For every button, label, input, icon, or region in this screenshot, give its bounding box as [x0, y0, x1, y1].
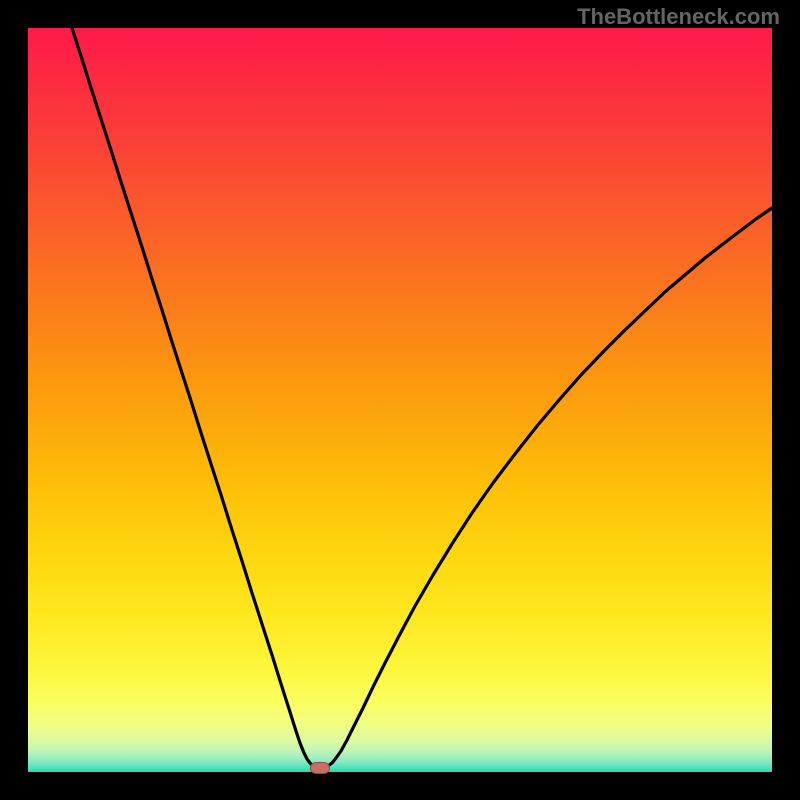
plot-area — [28, 28, 772, 772]
curve-path — [72, 28, 772, 769]
bottleneck-curve — [28, 28, 772, 772]
chart-container: TheBottleneck.com — [0, 0, 800, 800]
watermark-text: TheBottleneck.com — [577, 4, 780, 30]
optimal-point-marker — [310, 762, 330, 774]
